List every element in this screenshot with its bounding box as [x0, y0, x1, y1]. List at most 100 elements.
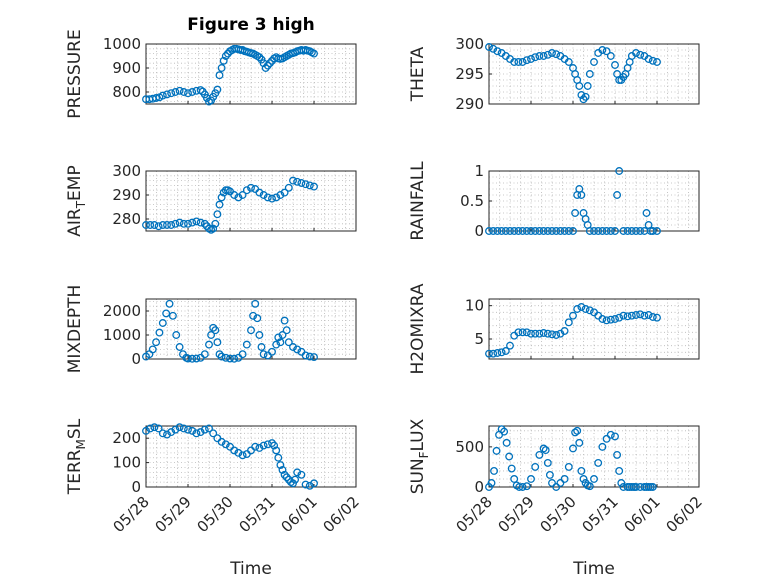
data-point [522, 56, 531, 65]
data-point [175, 218, 184, 227]
data-point [280, 470, 289, 479]
y-tick-label: 295 [455, 65, 484, 83]
axes-frame [488, 425, 700, 488]
data-point [215, 350, 224, 359]
data-point [221, 440, 230, 449]
data-point [510, 227, 519, 235]
data-point [497, 348, 506, 357]
y-axis-label-main: MIXDEPTH [65, 285, 85, 374]
data-point [585, 70, 594, 78]
data-point [636, 50, 645, 59]
data-point [632, 311, 640, 319]
data-point [221, 52, 230, 60]
data-point [636, 310, 645, 319]
data-point [485, 483, 493, 491]
data-point [171, 88, 180, 96]
data-point [196, 428, 205, 437]
data-point [485, 227, 493, 235]
data-point [162, 309, 171, 318]
data-point [543, 458, 552, 467]
data-point [615, 466, 624, 475]
data-point [276, 191, 285, 199]
subplot-pressure-panel: 800 900 1000 PRESSURE [65, 29, 357, 119]
axes-frame [145, 43, 357, 105]
data-point [623, 227, 632, 235]
data-point [221, 353, 230, 362]
data-point [213, 210, 222, 219]
data-point [575, 82, 584, 90]
y-tick-label: 290 [112, 186, 141, 204]
subplot-theta-panel: 290 295 300 THETA [408, 35, 700, 113]
data-point [527, 55, 535, 63]
data-point [255, 331, 264, 339]
data-point [611, 432, 619, 441]
data-point [514, 58, 523, 66]
axes-frame [145, 425, 357, 488]
data-point [278, 331, 287, 339]
data-point [594, 227, 603, 235]
data-point [539, 52, 548, 60]
data-point [209, 323, 218, 332]
data-point [251, 185, 260, 193]
subplot-rainfall-panel: 0 0.5 1 RAINFALL [408, 161, 700, 241]
y-axis-label: H2OMIXRA [408, 283, 428, 374]
data-point [653, 58, 661, 66]
data-point [257, 343, 266, 351]
y-tick-label: 0 [474, 478, 484, 496]
x-tick-label: 06/02 [320, 493, 363, 536]
data-point [619, 311, 628, 320]
data-point [619, 227, 628, 235]
data-point [234, 353, 243, 362]
data-point [548, 479, 556, 487]
data-point [179, 219, 188, 228]
y-tick-label: 300 [455, 35, 484, 53]
data-point [505, 452, 514, 461]
data-point [489, 349, 498, 358]
data-point [293, 177, 302, 186]
data-point [168, 311, 177, 320]
x-tick-label: 05/29 [152, 493, 195, 536]
data-point [548, 330, 556, 339]
data-point [552, 227, 561, 235]
data-point [184, 425, 192, 434]
y-axis-label: THETA [408, 46, 428, 102]
data-point [611, 61, 619, 69]
data-point [518, 328, 527, 337]
data-point [564, 318, 573, 327]
data-point [518, 483, 527, 491]
data-point [644, 55, 653, 63]
data-point [531, 462, 540, 471]
data-point [213, 85, 222, 94]
data-point [293, 468, 302, 477]
data-point [579, 475, 588, 483]
data-point [297, 470, 306, 479]
data-point [167, 428, 176, 437]
data-point [310, 479, 318, 488]
data-point [146, 424, 155, 433]
data-point [261, 64, 270, 72]
data-point [543, 50, 552, 59]
data-point [507, 464, 516, 473]
data-point [230, 191, 239, 199]
data-point [263, 351, 272, 360]
y-tick-label: 900 [112, 59, 141, 77]
data-point [242, 186, 251, 195]
data-point [263, 61, 272, 70]
y-axis-label-tail: EMP [65, 165, 85, 201]
data-point [648, 483, 657, 491]
data-point [310, 49, 318, 58]
data-point [577, 191, 586, 199]
data-point [560, 475, 569, 483]
data-point [602, 47, 611, 56]
data-point [297, 179, 306, 187]
data-point [606, 52, 615, 60]
y-axis-label: SUNFLUX [408, 418, 431, 494]
data-point [234, 193, 243, 202]
data-point [489, 44, 498, 53]
data-point [577, 303, 586, 311]
data-point [268, 439, 276, 448]
data-point [154, 222, 163, 231]
data-point [653, 313, 661, 322]
